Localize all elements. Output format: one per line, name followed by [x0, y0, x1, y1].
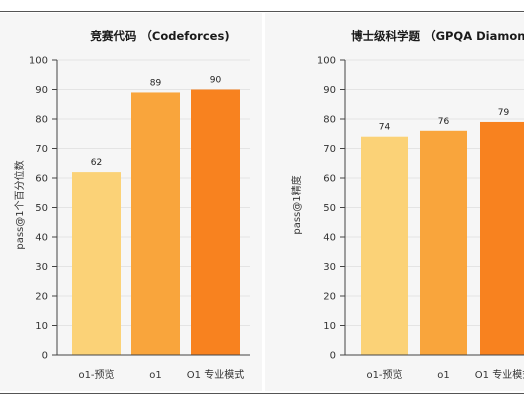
y-tick-label: 10: [323, 321, 336, 332]
y-axis-label: pass@1个百分位数: [13, 160, 26, 249]
y-tick-label: 100: [29, 56, 48, 67]
bar-value-label: 74: [379, 123, 391, 133]
y-tick-label: 30: [323, 262, 336, 273]
bottom-border: [0, 393, 524, 394]
chart-title: 博士级科学题 （GPQA Diamond): [351, 29, 524, 43]
chart-title: 竞赛代码 （Codeforces): [90, 29, 229, 43]
y-tick-label: 100: [317, 56, 336, 67]
y-tick-label: 60: [35, 174, 48, 185]
y-ticks: 0 10 20 30 40 50 60 70 80 90 100: [29, 56, 57, 362]
y-tick-label: 80: [35, 115, 48, 126]
y-tick-label: 50: [323, 203, 336, 214]
bar-value-label: 79: [498, 108, 510, 118]
bar: [191, 89, 240, 355]
y-tick-label: 90: [323, 85, 336, 96]
chart-codeforces: 竞赛代码 （Codeforces) pass@1个百分位数 0 10 20 30 40 5…: [13, 29, 250, 381]
y-tick-label: 80: [323, 115, 336, 126]
x-tick-label: o1-预览: [78, 368, 114, 381]
y-tick-label: 30: [35, 262, 48, 273]
top-border: [0, 11, 524, 12]
y-tick-label: 20: [35, 292, 48, 303]
y-tick-label: 70: [35, 144, 48, 155]
chart-gpqa: 博士级科学题 （GPQA Diamond) pass@1精度 0 10 20 30 40…: [290, 29, 524, 381]
x-tick-label: o1: [149, 370, 161, 381]
bar-value-label: 76: [438, 117, 450, 127]
y-tick-label: 70: [323, 144, 336, 155]
y-tick-label: 90: [35, 85, 48, 96]
bar-value-label: 62: [91, 158, 102, 168]
y-tick-label: 40: [35, 233, 48, 244]
bar: [480, 121, 524, 355]
y-tick-label: 60: [323, 174, 336, 185]
bar-series: [361, 121, 524, 355]
y-tick-label: 20: [323, 292, 336, 303]
x-tick-label: O1 专业模式: [475, 368, 524, 381]
x-tick-labels: o1-预览 o1 O1 专业模式: [78, 368, 244, 381]
x-tick-label: o1: [437, 370, 449, 381]
y-tick-label: 0: [330, 351, 336, 362]
bar-series: [72, 89, 240, 355]
y-axis-label: pass@1精度: [290, 175, 303, 234]
y-tick-label: 50: [35, 203, 48, 214]
bar: [131, 92, 180, 355]
bar-value-labels: 74 76 79: [379, 108, 510, 133]
y-tick-label: 10: [35, 321, 48, 332]
bar: [72, 172, 121, 355]
bar-value-labels: 62 89 90: [91, 76, 222, 169]
y-ticks: 0 10 20 30 40 50 60 70 80 90 100: [317, 56, 345, 362]
bar: [361, 136, 408, 355]
x-tick-label: O1 专业模式: [187, 368, 244, 381]
y-tick-label: 40: [323, 233, 336, 244]
x-tick-labels: o1-预览 o1 O1 专业模式: [366, 368, 524, 381]
x-tick-label: o1-预览: [366, 368, 402, 381]
bar-value-label: 90: [210, 76, 222, 86]
bar-value-label: 89: [150, 78, 162, 88]
bar: [420, 130, 467, 355]
y-tick-label: 0: [42, 351, 48, 362]
